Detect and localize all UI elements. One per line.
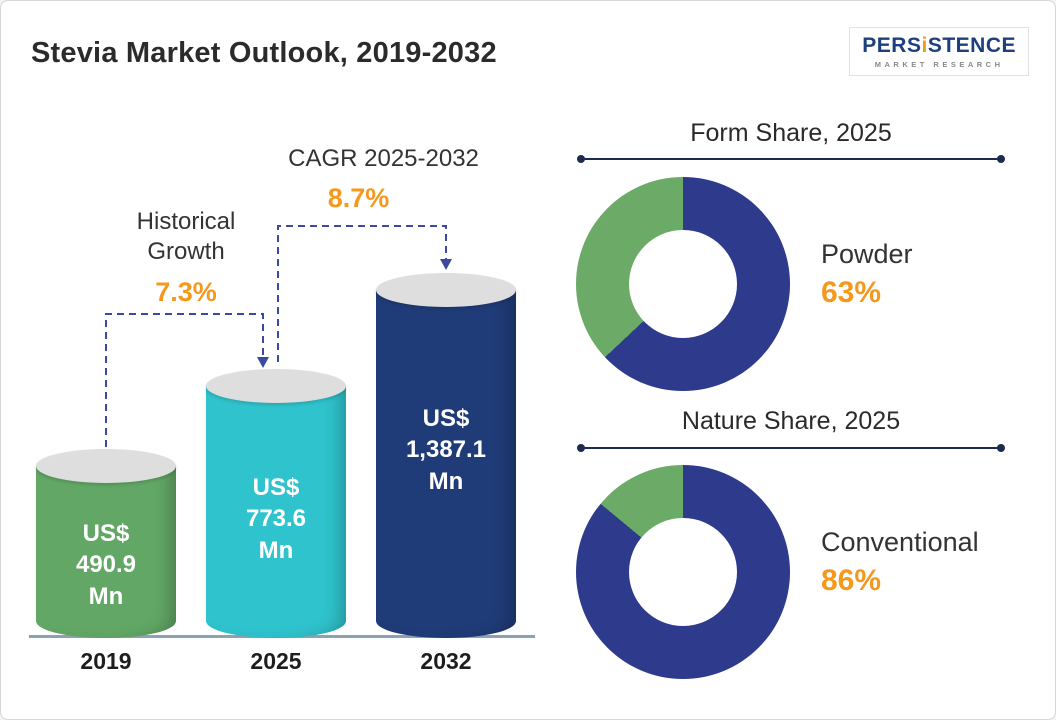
nature-share-value: 86% bbox=[821, 564, 882, 597]
brand-logo-accent-i: i bbox=[921, 34, 928, 57]
form-share-donut-chart bbox=[576, 177, 790, 391]
brand-logo-tagline: MARKET RESEARCH bbox=[874, 60, 1004, 69]
donut-hole bbox=[629, 518, 737, 626]
form-share-value: 63% bbox=[821, 276, 882, 309]
brand-logo-post: STENCE bbox=[927, 34, 1016, 57]
bar-2025-body: US$ 773.6 Mn bbox=[206, 386, 346, 638]
divider-dot-icon bbox=[997, 155, 1005, 163]
bar-2019-body: US$ 490.9 Mn bbox=[36, 466, 176, 638]
cagr-value: 8.7% bbox=[327, 183, 390, 213]
historical-arrowhead-icon bbox=[257, 357, 269, 368]
historical-growth-label: Historical Growth bbox=[136, 208, 236, 265]
bar-2032-value: US$ 1,387.1 Mn bbox=[405, 405, 487, 495]
bar-2019: US$ 490.9 Mn bbox=[36, 449, 176, 638]
bar-2019-top-ellipse bbox=[36, 449, 176, 483]
nature-share-label: Conventional bbox=[821, 527, 979, 557]
brand-logo-wordmark: PERSiSTENCE bbox=[862, 35, 1016, 56]
bar-2025-top-ellipse bbox=[206, 369, 346, 403]
page-title: Stevia Market Outlook, 2019-2032 bbox=[31, 37, 497, 69]
bar-2025: US$ 773.6 Mn bbox=[206, 369, 346, 638]
form-share-caption: Powder 63% bbox=[821, 239, 913, 310]
historical-growth-value: 7.3% bbox=[155, 277, 217, 307]
x-tick-2019: 2019 bbox=[80, 648, 132, 674]
nature-share-divider bbox=[577, 444, 1005, 452]
x-tick-2032: 2032 bbox=[420, 648, 472, 674]
bar-2032-body: US$ 1,387.1 Mn bbox=[376, 290, 516, 638]
donut-hole bbox=[629, 230, 737, 338]
form-share-title: Form Share, 2025 bbox=[690, 119, 892, 147]
cagr-arrowhead-icon bbox=[440, 259, 452, 270]
bar-2032-top-ellipse bbox=[376, 273, 516, 307]
brand-logo: PERSiSTENCE MARKET RESEARCH bbox=[849, 27, 1029, 76]
bar-2032: US$ 1,387.1 Mn bbox=[376, 273, 516, 638]
divider-dot-icon bbox=[577, 155, 585, 163]
nature-share-title: Nature Share, 2025 bbox=[681, 407, 901, 435]
x-tick-2025: 2025 bbox=[250, 648, 302, 674]
nature-share-donut-chart bbox=[576, 465, 790, 679]
nature-share-caption: Conventional 86% bbox=[821, 527, 979, 598]
form-share-divider bbox=[577, 155, 1005, 163]
bar-2025-value: US$ 773.6 Mn bbox=[245, 474, 307, 564]
divider-dot-icon bbox=[577, 444, 585, 452]
brand-logo-pre: PERS bbox=[862, 34, 922, 57]
divider-dot-icon bbox=[997, 444, 1005, 452]
form-share-label: Powder bbox=[821, 239, 913, 269]
bar-2019-value: US$ 490.9 Mn bbox=[75, 520, 137, 610]
cagr-label: CAGR 2025-2032 bbox=[288, 145, 479, 172]
